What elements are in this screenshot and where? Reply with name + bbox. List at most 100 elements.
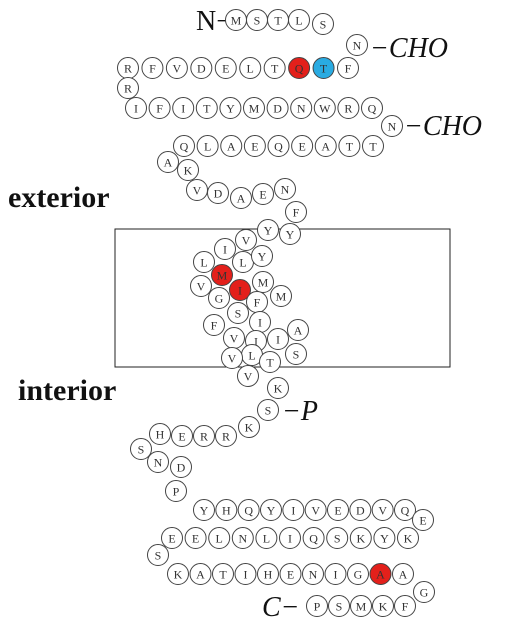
residue-circle xyxy=(324,563,347,585)
residue: V xyxy=(223,327,245,349)
residue-letter: T xyxy=(320,62,328,76)
residue: S xyxy=(246,9,268,31)
residue-circle xyxy=(196,135,219,157)
residue-circle xyxy=(260,499,282,521)
residue-circle xyxy=(392,563,414,585)
residue: K xyxy=(238,416,260,438)
residue-letter: E xyxy=(259,188,266,202)
residue-circle xyxy=(193,251,215,273)
residue-circle xyxy=(338,135,361,157)
residue-circle xyxy=(193,425,215,447)
residue-circle xyxy=(287,319,309,341)
residue-circle xyxy=(234,563,257,585)
residue-circle xyxy=(361,97,383,119)
residue-letter: I xyxy=(134,102,138,116)
residue-circle xyxy=(274,178,296,200)
residue-letter: K xyxy=(379,600,388,614)
residue-letter: H xyxy=(222,504,231,518)
residue: K xyxy=(349,527,372,549)
residue-letter: S xyxy=(320,18,327,32)
residue: T xyxy=(263,57,286,79)
residue-circle xyxy=(304,499,327,521)
residue-circle xyxy=(347,563,369,585)
residue-letter: K xyxy=(184,164,193,178)
residue-letter: I xyxy=(254,335,258,349)
residue-circle xyxy=(171,425,193,447)
residue-letter: L xyxy=(248,349,255,363)
residue-circle xyxy=(314,135,337,157)
residue: A xyxy=(287,319,309,341)
residue: E xyxy=(412,509,434,531)
residue-circle xyxy=(327,499,349,521)
residue-circle xyxy=(349,527,372,549)
residue: S xyxy=(312,13,334,35)
residue: E xyxy=(184,527,207,549)
residue-letter: I xyxy=(244,568,248,582)
residue-letter: F xyxy=(211,319,218,333)
residue-letter: D xyxy=(273,102,282,116)
residue: S xyxy=(130,438,152,460)
residue-letter: H xyxy=(156,428,165,442)
residue-circle xyxy=(337,57,359,79)
residue: K xyxy=(167,563,189,585)
residue-circle xyxy=(170,456,192,478)
residue-letter: M xyxy=(276,290,287,304)
residue-circle xyxy=(141,57,164,79)
residue-circle xyxy=(270,285,292,307)
residue-letter: T xyxy=(369,140,377,154)
residue: Y xyxy=(251,245,273,267)
residue: A xyxy=(314,135,337,157)
residue-circle xyxy=(302,563,324,585)
residue-letter: A xyxy=(237,192,246,206)
residue-letter: M xyxy=(217,269,228,283)
residue-letter: A xyxy=(376,568,385,582)
residue: W xyxy=(313,97,336,119)
residue-letter: K xyxy=(404,532,413,546)
residue-circle xyxy=(215,425,237,447)
residue: S xyxy=(285,343,307,365)
residue-circle xyxy=(220,135,243,157)
residue-circle xyxy=(362,135,384,157)
residue-letter: N xyxy=(281,183,290,197)
residue: I xyxy=(249,311,271,333)
residue: A xyxy=(189,563,212,585)
residue-letter: K xyxy=(356,532,365,546)
residue: P xyxy=(165,480,187,502)
residue-letter: E xyxy=(251,140,258,154)
residue-circle xyxy=(208,527,231,549)
residue-letter: Y xyxy=(286,228,295,242)
residue-letter: E xyxy=(178,430,185,444)
residue-letter: F xyxy=(402,600,409,614)
residue: A xyxy=(157,151,179,173)
residue-letter: A xyxy=(164,156,173,170)
residue-letter: P xyxy=(314,600,321,614)
residue-letter: E xyxy=(222,62,229,76)
residue: V xyxy=(235,229,257,251)
residue-circle xyxy=(255,527,278,549)
residue: H xyxy=(149,423,171,445)
residue: Q xyxy=(237,499,260,521)
residue: Q xyxy=(173,135,195,157)
residue: I xyxy=(267,328,289,350)
residue-circle xyxy=(149,423,171,445)
glycosylation-label: −CHO xyxy=(404,111,482,142)
residue-letter: P xyxy=(173,485,180,499)
residue: L xyxy=(208,527,231,549)
residue-circle xyxy=(349,499,372,521)
residue: H xyxy=(215,499,238,521)
residue: I xyxy=(279,527,301,549)
residue-letter: E xyxy=(192,532,199,546)
residue-letter: M xyxy=(231,14,242,28)
residue-letter: R xyxy=(124,62,132,76)
residue-letter: H xyxy=(264,568,273,582)
residue-circle xyxy=(212,563,234,585)
residue: Y xyxy=(219,97,242,119)
residue-letter: V xyxy=(242,234,251,248)
residue: L xyxy=(196,135,219,157)
residue: M xyxy=(211,264,233,286)
residue-circle xyxy=(221,347,243,369)
residue: I xyxy=(324,563,347,585)
residue-letter: K xyxy=(274,382,283,396)
residue-letter: F xyxy=(345,62,352,76)
residue-circle xyxy=(239,57,262,79)
